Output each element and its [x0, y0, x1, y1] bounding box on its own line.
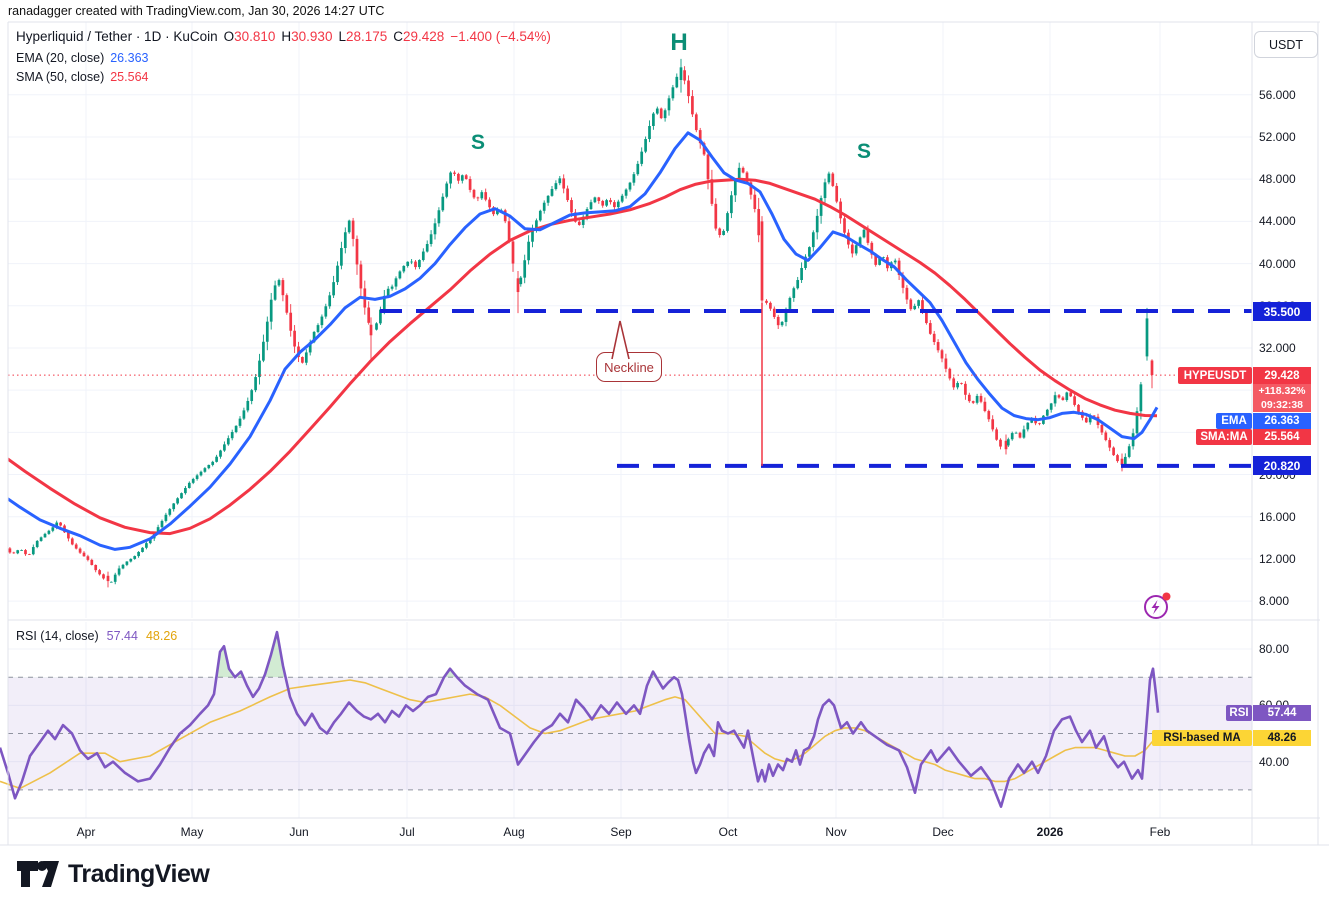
- ohlc-low: L28.175: [338, 29, 388, 44]
- time-axis-label: 2026: [1036, 825, 1064, 839]
- neckline-level-label: 35.500: [1253, 302, 1311, 321]
- candles-group: [8, 58, 1154, 588]
- sma-price-tag: SMA:MA: [1196, 429, 1252, 445]
- price-axis-tick: 12.000: [1259, 551, 1296, 566]
- pane-frame: [0, 21, 1329, 846]
- rsi-ma-tag: RSI-based MA: [1152, 730, 1252, 746]
- symbol-price-value: 29.428: [1253, 367, 1311, 384]
- price-axis-tick: 32.000: [1259, 340, 1296, 355]
- rsi-ma-value-label: 48.26: [1253, 730, 1311, 746]
- sma-line: [8, 177, 1158, 536]
- price-axis-tick: 56.000: [1259, 87, 1296, 102]
- ema-line: [8, 131, 1159, 551]
- currency-button[interactable]: USDT: [1254, 31, 1318, 58]
- rsi-label: RSI (14, close): [16, 629, 99, 643]
- symbol-price-tag: HYPEUSDT: [1178, 367, 1252, 384]
- rsi-value: 57.44: [106, 629, 138, 643]
- ohlc-high: H30.930: [281, 29, 333, 44]
- price-axis-tick: 52.000: [1259, 129, 1296, 144]
- time-axis-label: Nov: [825, 825, 847, 839]
- time-axis-label: Jun: [289, 825, 309, 839]
- bar-countdown: 09:32:38: [1253, 398, 1311, 412]
- flash-icon[interactable]: [1141, 590, 1173, 622]
- time-axis-label: Sep: [610, 825, 632, 839]
- ohlc-open: O30.810: [223, 29, 276, 44]
- head-label[interactable]: H: [670, 29, 688, 56]
- change-value: −1.400 (−4.54%): [450, 29, 551, 44]
- time-axis-label: Aug: [503, 825, 525, 839]
- time-axis-label: May: [180, 825, 204, 839]
- sma-legend[interactable]: SMA (50, close) 25.564: [16, 70, 148, 84]
- ema-value: 26.363: [110, 51, 149, 65]
- sma-value: 25.564: [110, 70, 149, 84]
- time-axis-label: Feb: [1149, 825, 1171, 839]
- rsi-ma-value: 48.26: [145, 629, 178, 643]
- rsi-tag: RSI: [1226, 705, 1252, 721]
- ema-price-tag: EMA: [1216, 413, 1252, 429]
- sma-price-value: 25.564: [1253, 429, 1311, 445]
- ohlc-close: C29.428: [393, 29, 445, 44]
- ema-price-value: 26.363: [1253, 413, 1311, 429]
- tradingview-logo[interactable]: TradingView: [16, 858, 210, 890]
- support-level-label: 20.820: [1253, 456, 1311, 475]
- rsi-axis-tick: 40.00: [1259, 754, 1290, 769]
- rsi-axis-tick: 80.00: [1259, 642, 1290, 657]
- sma-label: SMA (50, close): [16, 70, 105, 84]
- symbol-change-value: +118.32%: [1253, 384, 1311, 398]
- symbol-legend[interactable]: Hyperliquid / Tether · 1D · KuCoin O30.8…: [16, 29, 551, 44]
- right-shoulder-label[interactable]: S: [856, 140, 872, 163]
- left-shoulder-label[interactable]: S: [470, 131, 486, 154]
- rsi-value-label: 57.44: [1253, 705, 1311, 721]
- price-axis-tick: 16.000: [1259, 509, 1296, 524]
- rsi-line: [0, 630, 1160, 808]
- ema-label: EMA (20, close): [16, 51, 105, 65]
- time-axis-label: Oct: [718, 825, 738, 839]
- tradingview-logo-icon: [17, 861, 59, 887]
- price-axis-tick: 48.000: [1259, 172, 1296, 187]
- time-axis-label: Jul: [399, 825, 415, 839]
- attribution-text: ranadagger created with TradingView.com,…: [8, 4, 385, 18]
- time-axis-label: Dec: [932, 825, 954, 839]
- rsi-legend[interactable]: RSI (14, close) 57.44 48.26: [16, 629, 177, 643]
- price-axis-tick: 40.000: [1259, 256, 1296, 271]
- symbol-title: Hyperliquid / Tether · 1D · KuCoin: [16, 29, 218, 44]
- price-axis-tick: 44.000: [1259, 214, 1296, 229]
- ema-legend[interactable]: EMA (20, close) 26.363: [16, 51, 148, 65]
- price-axis-tick: 8.000: [1259, 594, 1290, 609]
- neckline-callout-tail: [611, 320, 630, 360]
- tradingview-brand-text: TradingView: [68, 859, 210, 888]
- time-axis-label: Apr: [76, 825, 96, 839]
